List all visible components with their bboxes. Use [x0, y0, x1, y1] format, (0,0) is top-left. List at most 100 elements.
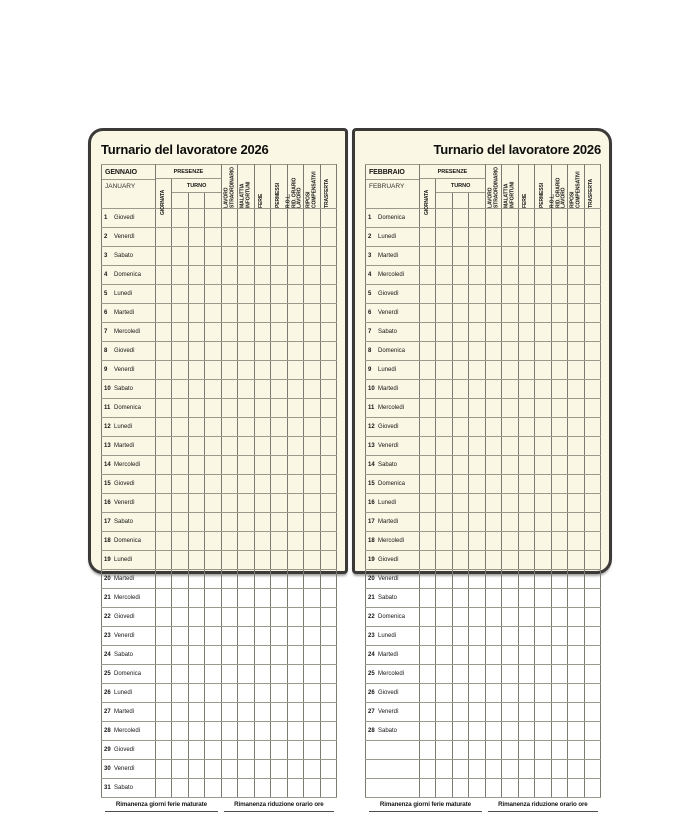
- entry-cell: [319, 531, 338, 551]
- entry-cell: [270, 493, 288, 513]
- entry-cell: [187, 569, 206, 589]
- entry-cell: [567, 417, 585, 437]
- entry-cell: [534, 550, 552, 570]
- entry-cell: [534, 398, 552, 418]
- day-cell: 27 Martedì: [101, 702, 156, 722]
- entry-cell: [583, 740, 602, 760]
- entry-cell: [567, 759, 585, 779]
- entry-cell: [204, 322, 222, 342]
- entry-cell: [484, 702, 503, 722]
- entry-cell: [451, 550, 470, 570]
- entry-cell: [583, 493, 602, 513]
- table-row: 23 Venerdì: [101, 626, 338, 646]
- entry-cell: [418, 474, 437, 494]
- column-header-label: GIORNATA: [159, 189, 166, 215]
- entry-cell: [171, 455, 189, 475]
- entry-cell: [484, 417, 503, 437]
- day-cell: 29 Giovedì: [101, 740, 156, 760]
- entry-cell: [517, 664, 536, 684]
- entry-cell: [220, 341, 239, 361]
- entry-cell: [567, 246, 585, 266]
- entry-cell: [270, 341, 288, 361]
- day-cell: 1 Giovedì: [101, 208, 156, 228]
- day-cell: 16 Venerdì: [101, 493, 156, 513]
- day-cell: [365, 778, 420, 798]
- month-name-en: FEBRUARY: [369, 183, 405, 190]
- column-header-giornata: GIORNATA: [418, 178, 437, 215]
- table-row: 23 Lunedì: [365, 626, 602, 646]
- entry-cell: [204, 455, 222, 475]
- column-header-lavoro-straordinario: LAVORO STRAORDINARIO: [484, 164, 503, 209]
- entry-cell: [237, 493, 255, 513]
- day-cell: 7 Mercoledì: [101, 322, 156, 342]
- entry-cell: [418, 436, 437, 456]
- entry-cell: [253, 341, 272, 361]
- day-name: Lunedì: [114, 423, 133, 430]
- day-number: 30: [104, 765, 111, 772]
- entry-cell: [550, 664, 569, 684]
- table-row: 1 Giovedì: [101, 208, 338, 228]
- entry-cell: [567, 569, 585, 589]
- entry-cell: [286, 512, 305, 532]
- entry-cell: [286, 664, 305, 684]
- entry-cell: [220, 702, 239, 722]
- entry-cell: [286, 208, 305, 228]
- entry-cell: [583, 607, 602, 627]
- entry-cell: [171, 664, 189, 684]
- entry-cell: [253, 721, 272, 741]
- entry-cell: [501, 379, 519, 399]
- entry-cell: [583, 360, 602, 380]
- entry-cell: [286, 721, 305, 741]
- entry-cell: [319, 645, 338, 665]
- entry-cell: [534, 740, 552, 760]
- entry-cell: [418, 360, 437, 380]
- entry-cell: [319, 778, 338, 798]
- table-row: 2 Lunedì: [365, 227, 602, 247]
- day-name: Giovedì: [378, 290, 399, 297]
- entry-cell: [253, 246, 272, 266]
- entry-cell: [517, 455, 536, 475]
- day-name: Venerdì: [378, 442, 399, 449]
- entry-cell: [451, 379, 470, 399]
- entry-cell: [154, 778, 173, 798]
- page-title: Turnario del lavoratore 2026: [101, 142, 269, 157]
- entry-cell: [468, 645, 486, 665]
- entry-cell: [451, 322, 470, 342]
- day-name: Venerdì: [114, 499, 135, 506]
- entry-cell: [270, 360, 288, 380]
- entry-cell: [204, 721, 222, 741]
- entry-cell: [567, 512, 585, 532]
- day-cell: 8 Giovedì: [101, 341, 156, 361]
- entry-cell: [303, 265, 321, 285]
- entry-cell: [154, 721, 173, 741]
- entry-cell: [550, 246, 569, 266]
- entry-cell: [451, 246, 470, 266]
- entry-cell: [583, 626, 602, 646]
- entry-cell: [435, 303, 453, 323]
- entry-cell: [204, 569, 222, 589]
- entry-cell: [468, 607, 486, 627]
- entry-cell: [550, 721, 569, 741]
- entry-cell: [418, 702, 437, 722]
- entry-cell: [451, 569, 470, 589]
- entry-cell: [220, 531, 239, 551]
- entry-cell: [501, 607, 519, 627]
- entry-cell: [220, 778, 239, 798]
- entry-cell: [484, 303, 503, 323]
- day-cell: 10 Martedì: [365, 379, 420, 399]
- entry-cell: [583, 474, 602, 494]
- entry-cell: [451, 759, 470, 779]
- entry-cell: [583, 265, 602, 285]
- entry-cell: [567, 227, 585, 247]
- entry-cell: [501, 759, 519, 779]
- entry-cell: [253, 569, 272, 589]
- entry-cell: [451, 778, 470, 798]
- table-row: [365, 759, 602, 779]
- entry-cell: [567, 284, 585, 304]
- entry-cell: [204, 474, 222, 494]
- entry-cell: [517, 379, 536, 399]
- entry-cell: [171, 740, 189, 760]
- entry-cell: [154, 227, 173, 247]
- day-cell: 21 Mercoledì: [101, 588, 156, 608]
- entry-cell: [583, 512, 602, 532]
